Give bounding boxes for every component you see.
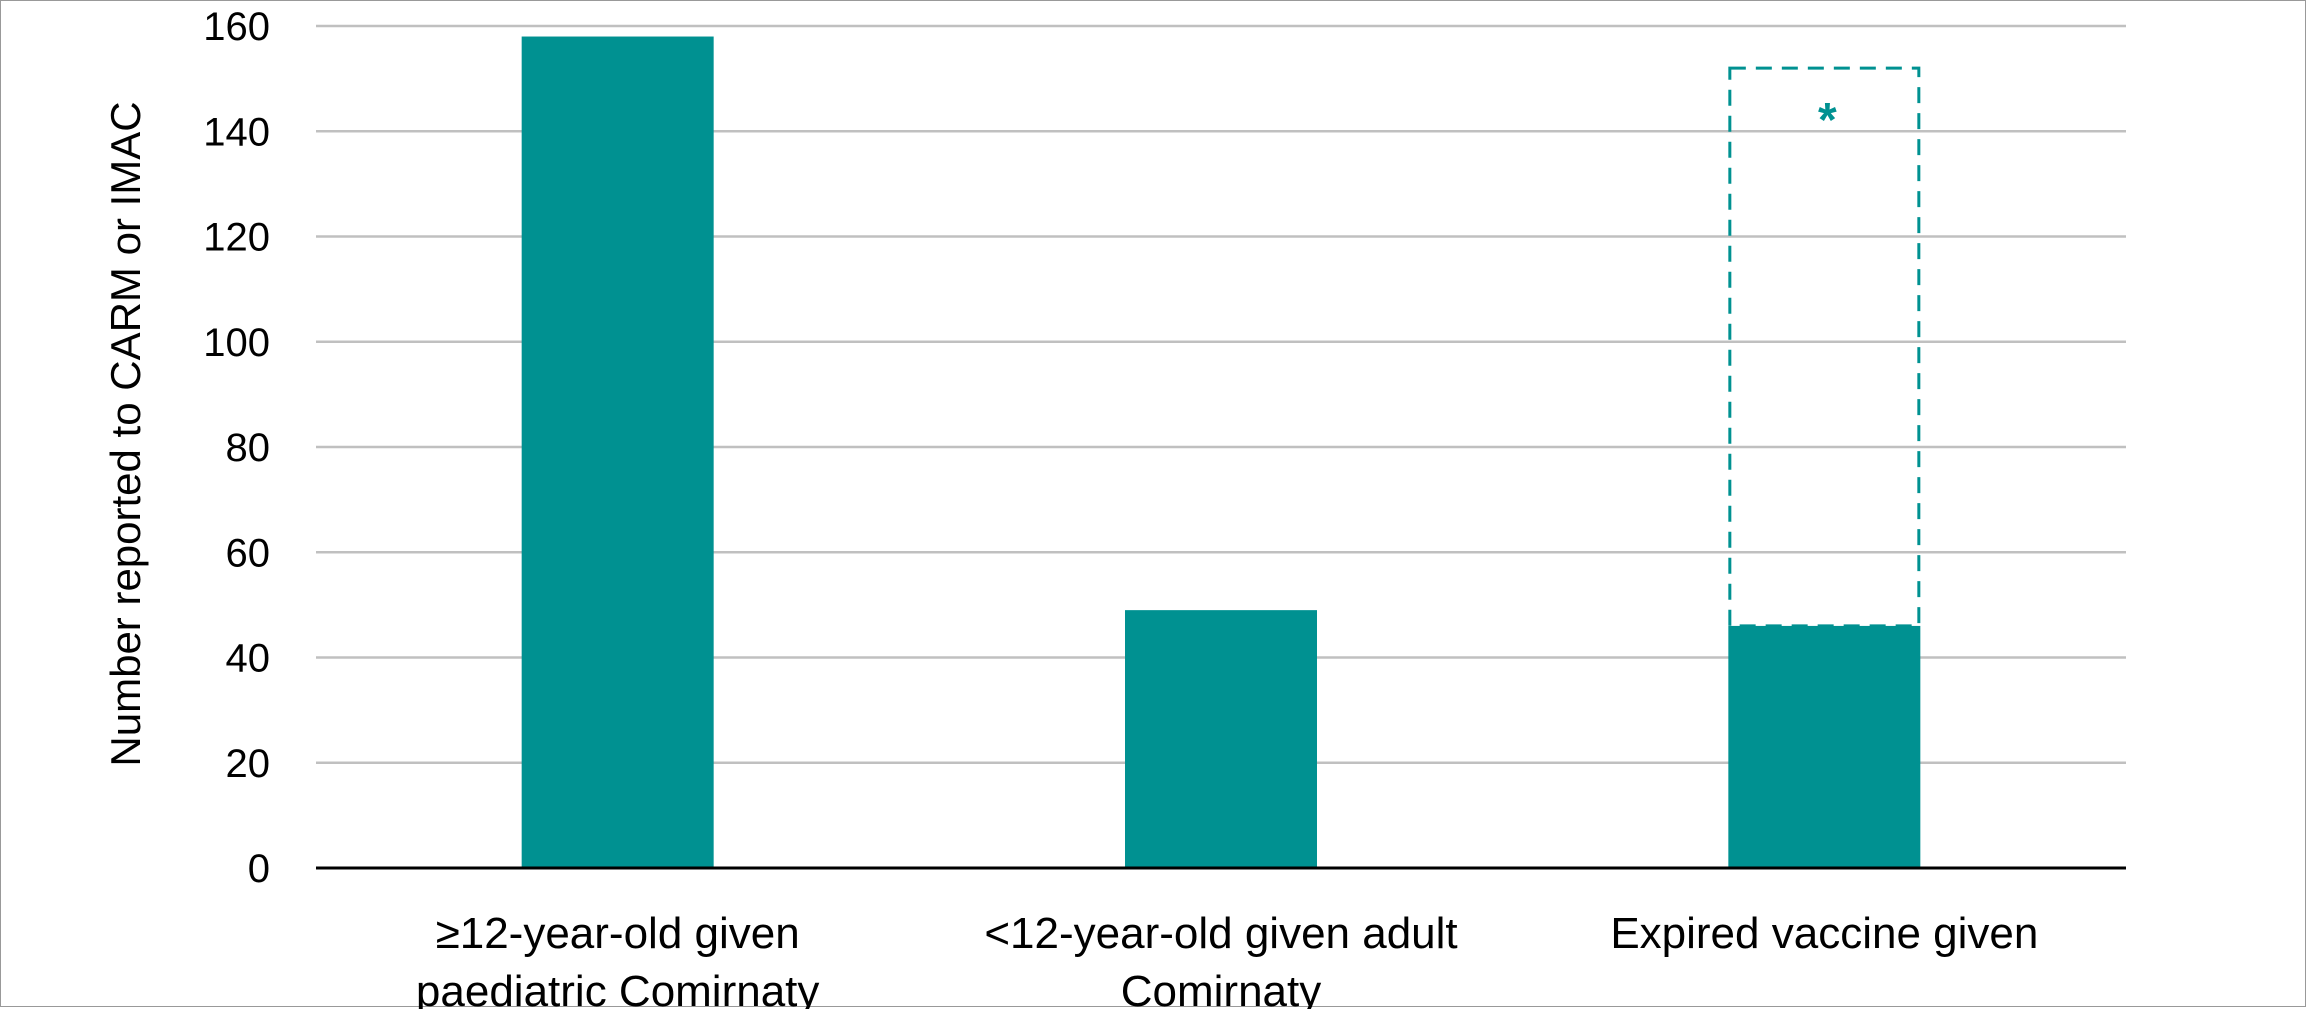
bar: [1125, 610, 1317, 868]
y-tick-label: 100: [203, 321, 270, 365]
y-tick-label: 0: [248, 847, 270, 891]
x-category-label: ≥12-year-old given: [436, 909, 800, 958]
bar-annotation: *: [1818, 94, 1837, 147]
x-category-label: Expired vaccine given: [1610, 909, 2038, 958]
y-tick-label: 140: [203, 110, 270, 154]
bar: [521, 36, 714, 868]
x-axis-labels: ≥12-year-old given paediatric Comirnaty <1…: [416, 909, 2038, 1009]
y-tick-label: 60: [226, 531, 271, 575]
y-tick-label: 160: [203, 5, 270, 49]
x-category-label: <12-year-old given adult: [984, 909, 1457, 958]
x-category-label: Comirnaty: [1121, 967, 1322, 1009]
y-tick-label: 20: [226, 742, 271, 786]
y-tick-label: 40: [226, 637, 271, 681]
bar: [1728, 625, 1921, 868]
y-axis-title: Number reported to CARM or IMAC: [102, 101, 149, 766]
dashed-bar-extension: [1728, 66, 1921, 628]
bars: *: [521, 36, 1921, 868]
x-category-label: paediatric Comirnaty: [416, 967, 820, 1009]
y-tick-label: 80: [226, 426, 271, 470]
y-tick-label: 120: [203, 216, 270, 260]
y-axis-ticks: 0 20 40 60 80 100 120 140 160: [203, 5, 270, 891]
